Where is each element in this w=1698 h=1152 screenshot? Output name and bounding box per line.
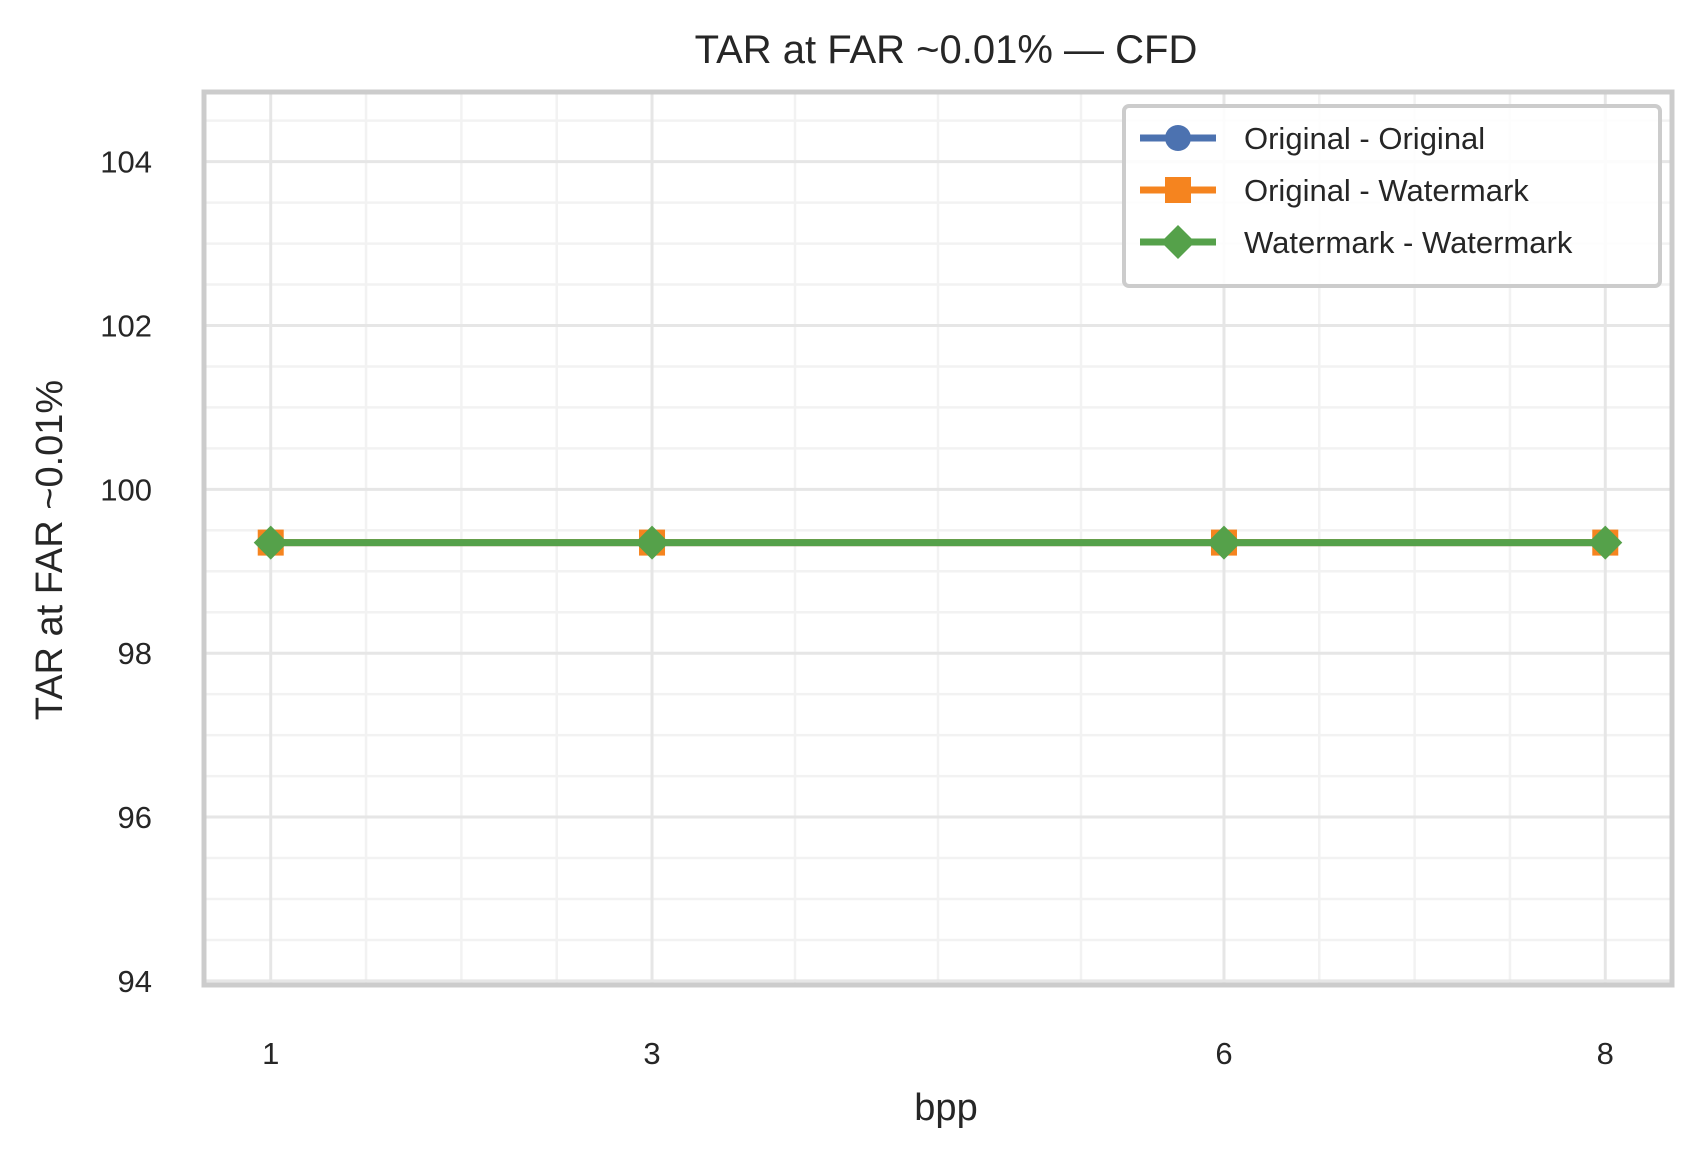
y-tick-label: 102 — [100, 308, 152, 343]
x-tick-label: 8 — [1597, 1036, 1614, 1071]
x-tick-label: 6 — [1215, 1036, 1232, 1071]
legend-marker — [1165, 177, 1191, 203]
legend-item: Watermark - Watermark — [1140, 225, 1573, 260]
x-tick-label: 3 — [643, 1036, 660, 1071]
data-point-watermark-watermark — [1206, 525, 1241, 560]
y-axis-label: TAR at FAR ~0.01% — [29, 380, 71, 720]
legend-label: Original - Original — [1244, 121, 1485, 156]
data-point-watermark-watermark — [253, 525, 288, 560]
chart-title: TAR at FAR ~0.01% — CFD — [695, 28, 1198, 72]
legend-marker — [1165, 125, 1191, 151]
y-tick-label: 98 — [118, 636, 152, 671]
y-tick-label: 96 — [118, 800, 152, 835]
legend: Original - Original Original - Watermark W… — [1122, 104, 1662, 288]
series-watermark-watermark — [253, 525, 1623, 560]
plot-frame — [201, 89, 1675, 988]
y-tick-label: 100 — [100, 472, 152, 507]
legend-item: Original - Watermark — [1140, 173, 1529, 208]
legend-label: Original - Watermark — [1244, 173, 1529, 208]
legend-label: Watermark - Watermark — [1244, 225, 1573, 260]
legend-box — [1122, 104, 1662, 288]
legend-marker — [1161, 225, 1195, 259]
y-tick-label: 94 — [118, 964, 152, 999]
x-tick-labels: 1 3 6 8 — [262, 1036, 1614, 1071]
data-point-watermark-watermark — [635, 525, 670, 560]
x-tick-label: 1 — [262, 1036, 279, 1071]
series-layer — [253, 525, 1623, 560]
x-axis-label: bpp — [914, 1087, 977, 1129]
data-point-watermark-watermark — [1588, 525, 1623, 560]
legend-item: Original - Original — [1140, 121, 1485, 156]
y-tick-labels: 94 96 98 100 102 104 — [100, 145, 152, 999]
y-tick-label: 104 — [100, 145, 152, 180]
